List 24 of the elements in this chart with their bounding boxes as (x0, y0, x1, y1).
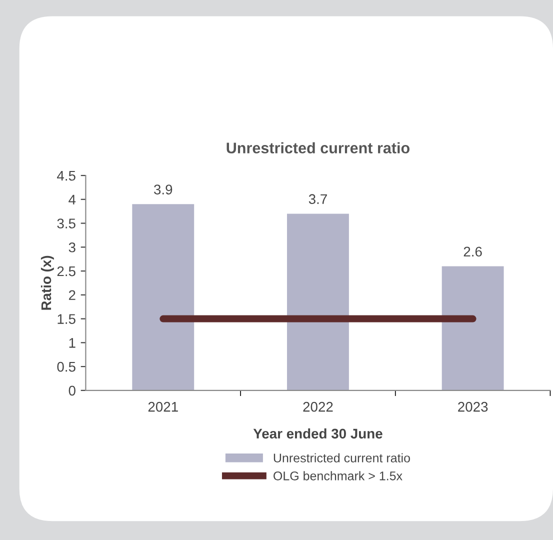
y-tick-label: 3.5 (57, 218, 76, 228)
legend-label: Unrestricted current ratio (274, 453, 410, 462)
y-axis-title: Ratio (x) (40, 256, 54, 310)
x-axis-title: Year ended 30 June (253, 428, 382, 439)
x-tick-label: 2021 (148, 402, 178, 412)
y-tick-label: 2 (68, 290, 76, 300)
legend-label: OLG benchmark > 1.5x (274, 471, 402, 480)
y-tick-label: 2.5 (57, 266, 76, 276)
text: 3.9 (154, 184, 172, 194)
x-tick-label: 2023 (458, 402, 488, 412)
bar (287, 214, 349, 390)
y-tick-label: 4.5 (57, 170, 76, 181)
y-tick-label: 1.5 (58, 314, 76, 324)
y-tick-label: 1 (69, 338, 76, 348)
text: 3.7 (308, 194, 327, 204)
y-tick-label: 3 (68, 242, 76, 252)
y-tick-label: 0 (68, 386, 76, 396)
y-tick-label: 4 (68, 194, 76, 204)
text: 2.6 (464, 246, 482, 257)
bar (132, 204, 194, 390)
x-tick-label: 2022 (303, 402, 333, 412)
chart-title: Unrestricted current ratio (226, 142, 410, 154)
y-tick-label: 0.5 (57, 362, 76, 372)
bar (442, 266, 504, 390)
